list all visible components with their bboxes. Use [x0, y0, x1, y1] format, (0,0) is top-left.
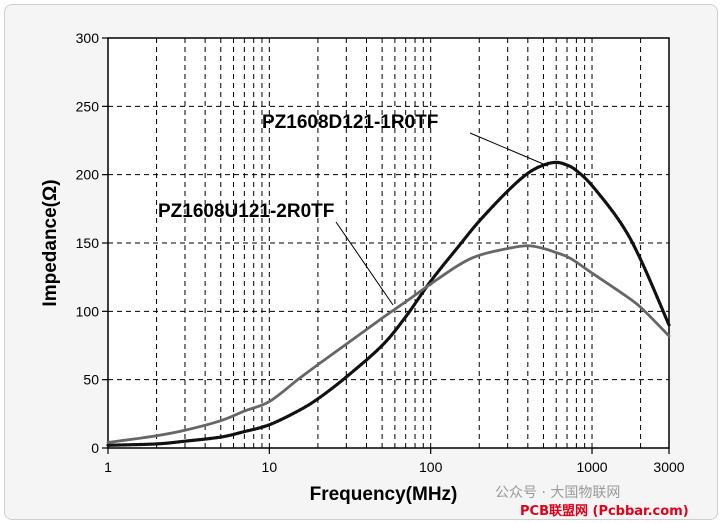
y-axis-title: Impedance(Ω) — [40, 179, 61, 306]
y-tick-label: 50 — [83, 372, 99, 388]
x-tick-label: 1000 — [576, 459, 607, 475]
y-tick-label: 100 — [76, 303, 100, 319]
series-label-1: PZ1608D121-1R0TF — [262, 112, 438, 133]
site-credit: PCB联盟网 (Pcbbar.com) — [520, 504, 689, 519]
x-tick-label: 1 — [104, 459, 112, 475]
y-tick-label: 0 — [91, 440, 99, 456]
x-axis-title: Frequency(MHz) — [310, 484, 458, 505]
series-line-2 — [106, 244, 671, 444]
x-tick-label: 3000 — [653, 459, 684, 475]
series-label-2: PZ1608U121-2R0TF — [158, 201, 334, 222]
grid-lines — [108, 38, 669, 448]
x-tick-label: 100 — [419, 459, 443, 475]
y-tick-label: 250 — [76, 98, 100, 114]
series-leader-line-1 — [469, 132, 549, 167]
watermark-text: 公众号 · 大国物联网 — [495, 485, 621, 501]
y-tick-label: 150 — [76, 235, 100, 251]
series-leader-line-2 — [335, 221, 394, 306]
series-line-1 — [106, 160, 671, 447]
y-tick-label: 300 — [76, 30, 100, 46]
y-tick-label: 200 — [76, 167, 100, 183]
x-tick-label: 10 — [262, 459, 278, 475]
